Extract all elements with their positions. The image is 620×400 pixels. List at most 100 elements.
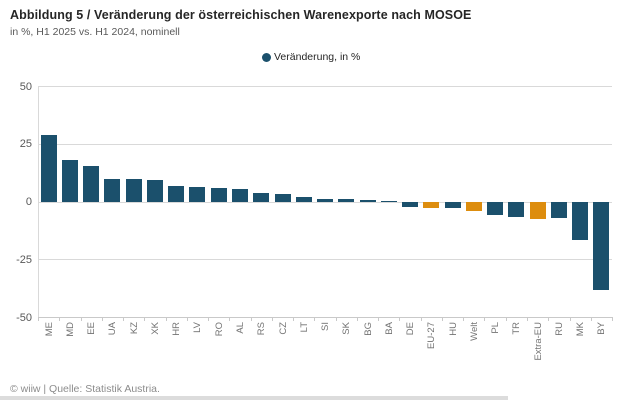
x-axis-tick bbox=[250, 317, 252, 321]
bar bbox=[168, 185, 185, 202]
x-axis-tick bbox=[144, 317, 146, 321]
bar bbox=[232, 188, 248, 202]
x-tick-label: XK bbox=[149, 322, 161, 335]
x-tick-label: TR bbox=[511, 322, 523, 335]
x-tick-label: ME bbox=[43, 322, 55, 337]
x-axis-tick bbox=[399, 317, 401, 321]
x-tick-label: SI bbox=[320, 322, 331, 331]
figure-title: Abbildung 5 / Veränderung der österreich… bbox=[10, 8, 472, 22]
x-tick-label: RU bbox=[553, 322, 565, 336]
legend-label: Veränderung, in % bbox=[274, 51, 361, 63]
bar bbox=[572, 202, 589, 241]
bar bbox=[125, 178, 142, 202]
bar bbox=[317, 198, 333, 202]
x-axis-tick bbox=[208, 317, 210, 321]
x-tick-label: KZ bbox=[128, 322, 140, 335]
bar bbox=[529, 202, 546, 220]
figure-subtitle: in %, H1 2025 vs. H1 2024, nominell bbox=[10, 26, 180, 38]
x-tick-label: MD bbox=[64, 322, 76, 337]
x-axis-tick bbox=[123, 317, 124, 321]
bar bbox=[210, 187, 227, 202]
x-tick-label: BA bbox=[383, 322, 395, 335]
x-axis-tick bbox=[314, 317, 316, 321]
x-tick-label: DE bbox=[405, 322, 416, 336]
x-axis-line bbox=[38, 317, 612, 318]
bar bbox=[146, 180, 163, 202]
bar bbox=[487, 202, 504, 215]
bottom-edge bbox=[0, 396, 508, 400]
x-axis-tick bbox=[356, 317, 358, 321]
x-axis-tick bbox=[80, 317, 82, 321]
x-axis-tick bbox=[165, 317, 167, 321]
x-axis-tick bbox=[293, 317, 295, 321]
y-tick-label: 25 bbox=[19, 138, 32, 151]
x-axis-tick bbox=[229, 317, 231, 321]
bar bbox=[359, 200, 376, 202]
x-tick-label: PL bbox=[490, 322, 502, 334]
x-axis-tick bbox=[59, 317, 61, 321]
x-tick-label: UA bbox=[107, 322, 119, 336]
x-axis-tick bbox=[271, 317, 273, 321]
x-axis-tick bbox=[335, 317, 337, 321]
x-axis-tick bbox=[505, 317, 507, 321]
x-axis-tick bbox=[441, 317, 443, 321]
y-tick-label: -25 bbox=[16, 253, 32, 266]
bar bbox=[61, 160, 78, 202]
x-axis-tick bbox=[484, 317, 486, 321]
legend: Veränderung, in % bbox=[262, 51, 360, 63]
x-tick-label: EE bbox=[86, 322, 98, 335]
x-tick-label: LV bbox=[192, 322, 204, 333]
x-tick-label: BY bbox=[596, 322, 608, 335]
bar bbox=[465, 202, 482, 211]
x-tick-label: MK bbox=[575, 322, 587, 337]
x-tick-label: LT bbox=[298, 322, 310, 333]
bar bbox=[274, 194, 291, 202]
x-axis-tick bbox=[463, 317, 465, 321]
x-axis-tick bbox=[186, 317, 188, 321]
source-note: © wiiw | Quelle: Statistik Austria. bbox=[10, 383, 160, 395]
x-tick-label: SK bbox=[341, 322, 353, 335]
bar bbox=[402, 202, 418, 207]
bar bbox=[295, 196, 312, 202]
x-axis-tick bbox=[420, 317, 422, 321]
bar bbox=[550, 202, 567, 218]
bar bbox=[593, 202, 610, 290]
y-tick-label: 0 bbox=[25, 196, 32, 208]
gridline bbox=[38, 259, 612, 261]
x-tick-label: RO bbox=[213, 322, 225, 337]
x-tick-label: Extra-EU bbox=[532, 322, 544, 361]
x-tick-label: CZ bbox=[277, 322, 289, 335]
x-axis-tick bbox=[527, 317, 528, 321]
bar bbox=[104, 178, 121, 202]
x-axis-tick bbox=[378, 317, 380, 321]
x-axis-tick bbox=[101, 317, 103, 321]
x-axis-tick bbox=[569, 317, 571, 321]
x-axis-tick bbox=[612, 317, 613, 321]
bar bbox=[253, 192, 270, 202]
gridline bbox=[38, 201, 612, 203]
x-tick-label: Welt bbox=[468, 322, 480, 341]
y-tick-label: 50 bbox=[19, 80, 32, 93]
y-axis-line bbox=[38, 86, 39, 318]
gridline bbox=[38, 143, 612, 145]
x-axis-tick bbox=[590, 317, 592, 321]
gridline bbox=[38, 86, 612, 87]
x-axis-tick bbox=[38, 317, 39, 321]
bar bbox=[423, 202, 440, 208]
x-tick-label: RS bbox=[256, 322, 268, 336]
x-tick-label: AL bbox=[235, 322, 246, 334]
bar bbox=[338, 199, 355, 202]
bar bbox=[380, 201, 397, 203]
bar bbox=[83, 166, 100, 202]
x-tick-label: HU bbox=[447, 322, 459, 336]
bar bbox=[40, 135, 57, 202]
x-axis-tick bbox=[548, 317, 550, 321]
bar bbox=[189, 187, 206, 202]
x-tick-label: BG bbox=[362, 322, 374, 336]
bar bbox=[508, 202, 525, 217]
x-tick-label: HR bbox=[171, 322, 183, 336]
bar bbox=[444, 202, 461, 208]
legend-marker-icon bbox=[262, 52, 271, 62]
